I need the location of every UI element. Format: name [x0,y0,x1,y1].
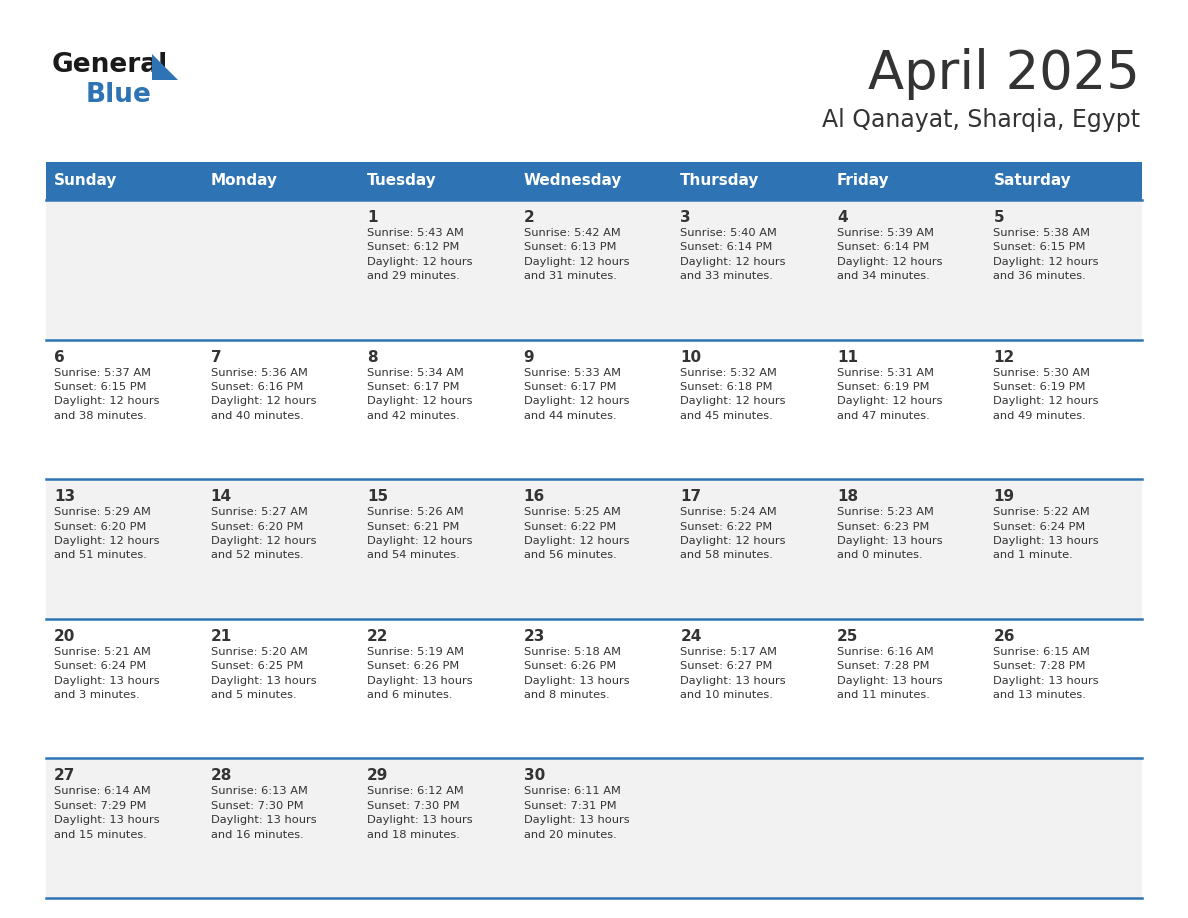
Text: Thursday: Thursday [681,174,759,188]
Text: Sunrise: 6:16 AM
Sunset: 7:28 PM
Daylight: 13 hours
and 11 minutes.: Sunrise: 6:16 AM Sunset: 7:28 PM Dayligh… [836,647,942,700]
Text: April 2025: April 2025 [868,48,1140,100]
Text: Wednesday: Wednesday [524,174,623,188]
Bar [46,200,1142,340]
Text: Sunrise: 5:27 AM
Sunset: 6:20 PM
Daylight: 12 hours
and 52 minutes.: Sunrise: 5:27 AM Sunset: 6:20 PM Dayligh… [210,508,316,560]
Text: 19: 19 [993,489,1015,504]
Text: Sunrise: 5:42 AM
Sunset: 6:13 PM
Daylight: 12 hours
and 31 minutes.: Sunrise: 5:42 AM Sunset: 6:13 PM Dayligh… [524,228,630,281]
Text: Sunrise: 5:20 AM
Sunset: 6:25 PM
Daylight: 13 hours
and 5 minutes.: Sunrise: 5:20 AM Sunset: 6:25 PM Dayligh… [210,647,316,700]
Bar [46,479,1142,619]
Text: 8: 8 [367,350,378,364]
Text: Sunrise: 5:37 AM
Sunset: 6:15 PM
Daylight: 12 hours
and 38 minutes.: Sunrise: 5:37 AM Sunset: 6:15 PM Dayligh… [53,367,159,420]
Text: Sunrise: 5:25 AM
Sunset: 6:22 PM
Daylight: 12 hours
and 56 minutes.: Sunrise: 5:25 AM Sunset: 6:22 PM Dayligh… [524,508,630,560]
Text: 20: 20 [53,629,75,644]
Text: Sunday: Sunday [53,174,118,188]
Text: 26: 26 [993,629,1015,644]
Bar [46,162,1142,200]
Text: Sunrise: 5:31 AM
Sunset: 6:19 PM
Daylight: 12 hours
and 47 minutes.: Sunrise: 5:31 AM Sunset: 6:19 PM Dayligh… [836,367,942,420]
Text: 29: 29 [367,768,388,783]
Text: Sunrise: 5:22 AM
Sunset: 6:24 PM
Daylight: 13 hours
and 1 minute.: Sunrise: 5:22 AM Sunset: 6:24 PM Dayligh… [993,508,1099,560]
Text: Sunrise: 5:24 AM
Sunset: 6:22 PM
Daylight: 12 hours
and 58 minutes.: Sunrise: 5:24 AM Sunset: 6:22 PM Dayligh… [681,508,785,560]
Text: 30: 30 [524,768,545,783]
Text: 14: 14 [210,489,232,504]
Bar [46,340,1142,479]
Text: Sunrise: 6:11 AM
Sunset: 7:31 PM
Daylight: 13 hours
and 20 minutes.: Sunrise: 6:11 AM Sunset: 7:31 PM Dayligh… [524,787,630,840]
Text: 17: 17 [681,489,701,504]
Text: Tuesday: Tuesday [367,174,437,188]
Text: 28: 28 [210,768,232,783]
Text: 24: 24 [681,629,702,644]
Bar [46,619,1142,758]
Text: Saturday: Saturday [993,174,1072,188]
Text: 15: 15 [367,489,388,504]
Text: 5: 5 [993,210,1004,225]
Text: 23: 23 [524,629,545,644]
Text: Sunrise: 5:40 AM
Sunset: 6:14 PM
Daylight: 12 hours
and 33 minutes.: Sunrise: 5:40 AM Sunset: 6:14 PM Dayligh… [681,228,785,281]
Text: 18: 18 [836,489,858,504]
Text: 21: 21 [210,629,232,644]
Text: Sunrise: 5:26 AM
Sunset: 6:21 PM
Daylight: 12 hours
and 54 minutes.: Sunrise: 5:26 AM Sunset: 6:21 PM Dayligh… [367,508,473,560]
Text: Sunrise: 5:21 AM
Sunset: 6:24 PM
Daylight: 13 hours
and 3 minutes.: Sunrise: 5:21 AM Sunset: 6:24 PM Dayligh… [53,647,159,700]
Text: Sunrise: 5:33 AM
Sunset: 6:17 PM
Daylight: 12 hours
and 44 minutes.: Sunrise: 5:33 AM Sunset: 6:17 PM Dayligh… [524,367,630,420]
Text: Sunrise: 6:14 AM
Sunset: 7:29 PM
Daylight: 13 hours
and 15 minutes.: Sunrise: 6:14 AM Sunset: 7:29 PM Dayligh… [53,787,159,840]
Text: Friday: Friday [836,174,890,188]
Text: 13: 13 [53,489,75,504]
Text: 1: 1 [367,210,378,225]
Text: Sunrise: 5:39 AM
Sunset: 6:14 PM
Daylight: 12 hours
and 34 minutes.: Sunrise: 5:39 AM Sunset: 6:14 PM Dayligh… [836,228,942,281]
Text: Al Qanayat, Sharqia, Egypt: Al Qanayat, Sharqia, Egypt [822,108,1140,132]
Bar [46,758,1142,898]
Text: 7: 7 [210,350,221,364]
Text: 27: 27 [53,768,75,783]
Text: Sunrise: 5:18 AM
Sunset: 6:26 PM
Daylight: 13 hours
and 8 minutes.: Sunrise: 5:18 AM Sunset: 6:26 PM Dayligh… [524,647,630,700]
Text: Sunrise: 5:17 AM
Sunset: 6:27 PM
Daylight: 13 hours
and 10 minutes.: Sunrise: 5:17 AM Sunset: 6:27 PM Dayligh… [681,647,786,700]
Text: Monday: Monday [210,174,278,188]
Text: Sunrise: 5:36 AM
Sunset: 6:16 PM
Daylight: 12 hours
and 40 minutes.: Sunrise: 5:36 AM Sunset: 6:16 PM Dayligh… [210,367,316,420]
Text: Sunrise: 5:38 AM
Sunset: 6:15 PM
Daylight: 12 hours
and 36 minutes.: Sunrise: 5:38 AM Sunset: 6:15 PM Dayligh… [993,228,1099,281]
Text: Sunrise: 5:23 AM
Sunset: 6:23 PM
Daylight: 13 hours
and 0 minutes.: Sunrise: 5:23 AM Sunset: 6:23 PM Dayligh… [836,508,942,560]
Text: Sunrise: 5:19 AM
Sunset: 6:26 PM
Daylight: 13 hours
and 6 minutes.: Sunrise: 5:19 AM Sunset: 6:26 PM Dayligh… [367,647,473,700]
Text: Sunrise: 5:32 AM
Sunset: 6:18 PM
Daylight: 12 hours
and 45 minutes.: Sunrise: 5:32 AM Sunset: 6:18 PM Dayligh… [681,367,785,420]
Text: General: General [52,52,169,78]
Text: 22: 22 [367,629,388,644]
Text: Blue: Blue [86,82,152,108]
Text: 12: 12 [993,350,1015,364]
Polygon shape [152,54,178,80]
Text: 9: 9 [524,350,535,364]
Text: Sunrise: 6:15 AM
Sunset: 7:28 PM
Daylight: 13 hours
and 13 minutes.: Sunrise: 6:15 AM Sunset: 7:28 PM Dayligh… [993,647,1099,700]
Text: 16: 16 [524,489,545,504]
Text: 25: 25 [836,629,858,644]
Text: 4: 4 [836,210,847,225]
Text: Sunrise: 6:13 AM
Sunset: 7:30 PM
Daylight: 13 hours
and 16 minutes.: Sunrise: 6:13 AM Sunset: 7:30 PM Dayligh… [210,787,316,840]
Text: 10: 10 [681,350,701,364]
Text: Sunrise: 5:29 AM
Sunset: 6:20 PM
Daylight: 12 hours
and 51 minutes.: Sunrise: 5:29 AM Sunset: 6:20 PM Dayligh… [53,508,159,560]
Text: 11: 11 [836,350,858,364]
Text: 6: 6 [53,350,65,364]
Text: 2: 2 [524,210,535,225]
Text: 3: 3 [681,210,691,225]
Text: Sunrise: 5:43 AM
Sunset: 6:12 PM
Daylight: 12 hours
and 29 minutes.: Sunrise: 5:43 AM Sunset: 6:12 PM Dayligh… [367,228,473,281]
Text: Sunrise: 5:30 AM
Sunset: 6:19 PM
Daylight: 12 hours
and 49 minutes.: Sunrise: 5:30 AM Sunset: 6:19 PM Dayligh… [993,367,1099,420]
Text: Sunrise: 5:34 AM
Sunset: 6:17 PM
Daylight: 12 hours
and 42 minutes.: Sunrise: 5:34 AM Sunset: 6:17 PM Dayligh… [367,367,473,420]
Text: Sunrise: 6:12 AM
Sunset: 7:30 PM
Daylight: 13 hours
and 18 minutes.: Sunrise: 6:12 AM Sunset: 7:30 PM Dayligh… [367,787,473,840]
